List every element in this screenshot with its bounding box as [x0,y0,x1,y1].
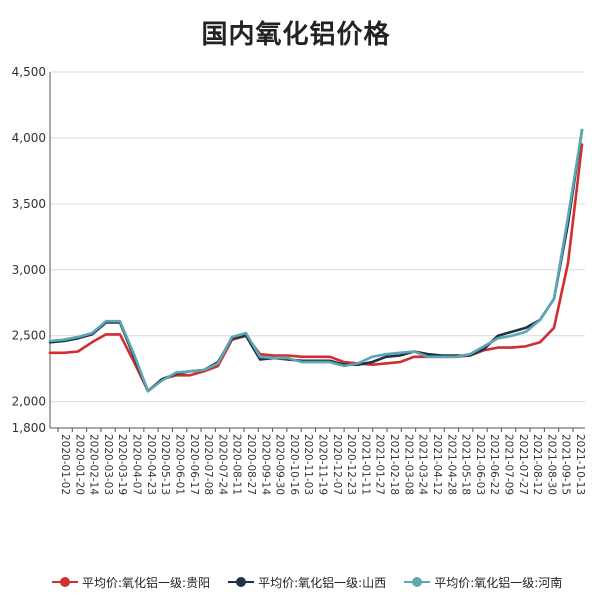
x-tick-label: 2021-03-08 [402,434,414,495]
x-tick-label: 2020-12-23 [345,434,357,495]
x-tick-label: 2020-04-07 [131,434,143,495]
y-axis: 1,800 2,000 2,500 3,000 3,500 4,000 4,500 [12,65,50,435]
x-tick-label: 2020-05-13 [159,434,171,495]
x-tick-label: 2021-01-27 [374,434,386,495]
x-tick-label: 2020-07-08 [202,434,214,495]
y-tick-label: 3,000 [12,263,46,277]
legend-swatch-guiyang [52,576,78,588]
legend-item-shanxi[interactable]: 平均价:氧化铝一级:山西 [228,574,386,591]
legend-item-guiyang[interactable]: 平均价:氧化铝一级:贵阳 [52,574,210,591]
y-tick-label: 4,000 [12,131,46,145]
x-tick-label: 2021-05-18 [460,434,472,495]
x-tick-label: 2020-10-16 [288,434,300,495]
y-tick-label: 2,500 [12,329,46,343]
legend-item-henan[interactable]: 平均价:氧化铝一级:河南 [404,574,562,591]
legend-label-guiyang: 平均价:氧化铝一级:贵阳 [82,574,210,591]
x-tick-label: 2020-09-30 [274,434,286,495]
x-tick-label: 2020-01-20 [73,434,85,495]
x-tick-label: 2020-01-02 [59,434,71,495]
x-tick-label: 2021-01-11 [359,434,371,495]
x-tick-label: 2021-08-30 [545,434,557,495]
legend-swatch-henan [404,576,430,588]
legend-label-shanxi: 平均价:氧化铝一级:山西 [258,574,386,591]
x-tick-label: 2020-03-03 [102,434,114,495]
y-tick-label: 3,500 [12,197,46,211]
x-tick-label: 2020-12-07 [331,434,343,495]
x-tick-label: 2021-06-03 [474,434,486,495]
x-tick-label: 2020-07-24 [216,434,228,495]
x-tick-label: 2021-10-13 [574,434,586,495]
x-tick-label: 2020-03-19 [116,434,128,495]
y-tick-label: 1,800 [12,421,46,435]
series-lines [50,130,582,391]
x-tick-label: 2020-08-27 [245,434,257,495]
x-tick-label: 2020-11-03 [302,434,314,495]
x-axis: 2020-01-02 2020-01-20 2020-02-14 2020-03-03… [50,428,586,495]
x-tick-label: 2020-06-17 [188,434,200,495]
x-tick-label: 2021-09-15 [560,434,572,495]
x-tick-label: 2021-04-28 [445,434,457,495]
x-tick-label: 2021-02-18 [388,434,400,495]
x-tick-label: 2020-06-01 [173,434,185,495]
y-tick-label: 4,500 [12,65,46,79]
x-tick-label: 2021-06-22 [488,434,500,495]
x-tick-label: 2021-04-12 [431,434,443,495]
x-tick-label: 2020-09-14 [259,434,271,495]
legend: 平均价:氧化铝一级:贵阳 平均价:氧化铝一级:山西 平均价:氧化铝一级:河南 [52,572,582,592]
x-tick-label: 2020-04-23 [145,434,157,495]
x-tick-label: 2021-08-12 [531,434,543,495]
series-line-0 [50,145,582,392]
x-tick-label: 2021-03-24 [417,434,429,495]
x-tick-label: 2020-02-14 [88,434,100,495]
legend-swatch-shanxi [228,576,254,588]
y-tick-label: 2,000 [12,395,46,409]
x-tick-label: 2020-08-11 [231,434,243,495]
x-tick-label: 2020-11-19 [317,434,329,495]
x-tick-label: 2021-07-09 [502,434,514,495]
x-tick-label: 2021-07-27 [517,434,529,495]
legend-label-henan: 平均价:氧化铝一级:河南 [434,574,562,591]
